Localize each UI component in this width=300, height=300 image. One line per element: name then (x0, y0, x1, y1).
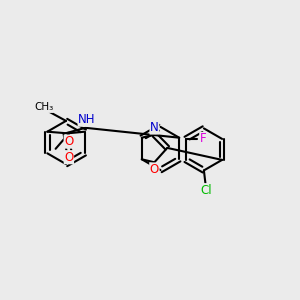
Text: NH: NH (78, 113, 96, 126)
Text: O: O (150, 163, 159, 176)
Text: O: O (64, 151, 74, 164)
Text: O: O (64, 135, 74, 148)
Text: Cl: Cl (200, 184, 212, 197)
Text: N: N (150, 121, 159, 134)
Text: CH₃: CH₃ (34, 102, 53, 112)
Text: F: F (200, 132, 206, 146)
